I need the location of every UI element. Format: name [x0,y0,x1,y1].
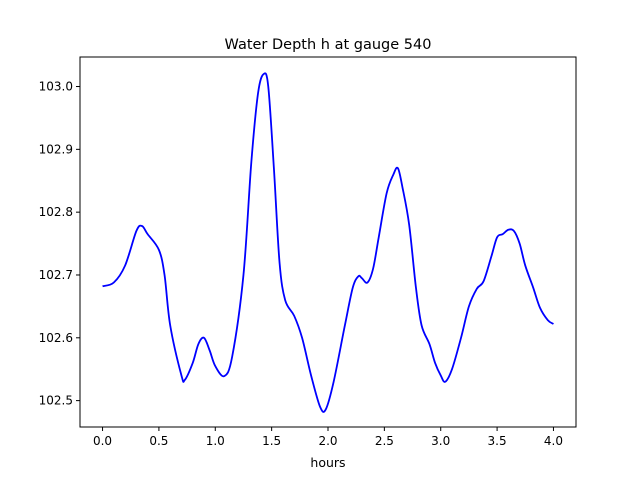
x-tick-label: 2.5 [375,434,394,448]
chart-title: Water Depth h at gauge 540 [225,37,432,53]
series-line [102,72,554,413]
x-tick-label: 0.0 [93,434,112,448]
y-tick-label: 102.8 [39,205,73,219]
y-tick-label: 102.7 [39,268,73,282]
series-layer [102,72,554,413]
y-axis: 102.5 102.6 102.7 102.8 102.9 103.0 [39,80,80,408]
x-tick-label: 3.5 [488,434,507,448]
y-tick-label: 102.5 [39,394,73,408]
x-tick-label: 1.5 [262,434,281,448]
x-axis: 0.0 0.5 1.0 1.5 2.0 2.5 3.0 3.5 4.0 [93,427,563,448]
plot-background [80,57,576,427]
x-tick-label: 3.0 [431,434,450,448]
x-tick-label: 4.0 [544,434,563,448]
x-axis-label: hours [310,455,345,470]
y-tick-label: 102.9 [39,142,73,156]
y-tick-label: 103.0 [39,80,73,94]
x-tick-label: 1.0 [206,434,225,448]
y-tick-label: 102.6 [39,331,73,345]
x-tick-label: 0.5 [149,434,168,448]
x-tick-label: 2.0 [318,434,337,448]
